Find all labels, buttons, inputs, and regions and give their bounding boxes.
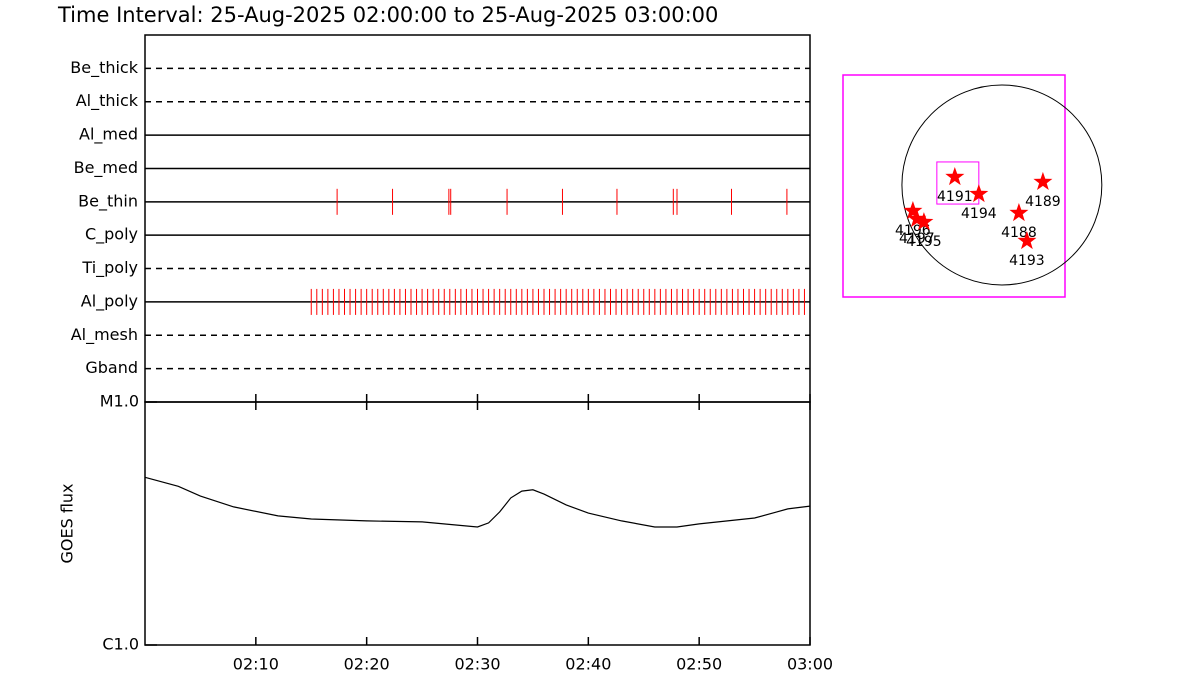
channel-label: Al_mesh: [71, 325, 138, 345]
channel-label: C_poly: [85, 225, 138, 245]
x-tick-label: 02:50: [676, 655, 722, 674]
channel-label: Be_thick: [70, 58, 138, 78]
solar-disk: [901, 84, 1103, 286]
x-tick-label: 03:00: [787, 655, 833, 674]
region-star: [914, 212, 934, 231]
region-star: [1009, 203, 1029, 222]
y-tick-label: M1.0: [100, 392, 139, 411]
channel-label: Be_thin: [78, 191, 138, 211]
y-axis-label: GOES flux: [58, 483, 77, 563]
fov-box: [936, 161, 980, 205]
region-label: 4194: [961, 206, 997, 222]
channel-label: Al_poly: [81, 291, 138, 311]
y-tick-label: C1.0: [102, 635, 139, 654]
panel-frame: [144, 401, 811, 646]
channel-label: Al_thick: [76, 91, 139, 111]
region-label: 4191: [937, 189, 973, 205]
chart-title: Time Interval: 25-Aug-2025 02:00:00 to 2…: [57, 3, 718, 27]
region-star: [1033, 171, 1053, 190]
region-star: [1017, 231, 1037, 250]
region-label: 4195: [906, 234, 942, 250]
region-star: [907, 209, 927, 228]
channel-label: Al_med: [79, 125, 138, 145]
x-tick-label: 02:20: [344, 655, 390, 674]
goes-curve: [144, 476, 811, 528]
map-frame: [842, 74, 1066, 298]
region-label: 4193: [1009, 253, 1045, 269]
region-star: [969, 184, 989, 203]
channel-label: Gband: [85, 358, 138, 377]
x-tick-label: 02:40: [565, 655, 611, 674]
channel-label: Ti_poly: [81, 258, 138, 278]
x-tick-label: 02:10: [233, 655, 279, 674]
x-tick-label: 02:30: [454, 655, 500, 674]
panel-frame: [144, 34, 811, 403]
region-star: [903, 201, 923, 220]
region-label: 4197: [899, 231, 935, 247]
channel-label: Be_med: [74, 158, 138, 178]
region-label: 4189: [1025, 194, 1061, 210]
region-star: [945, 167, 965, 186]
